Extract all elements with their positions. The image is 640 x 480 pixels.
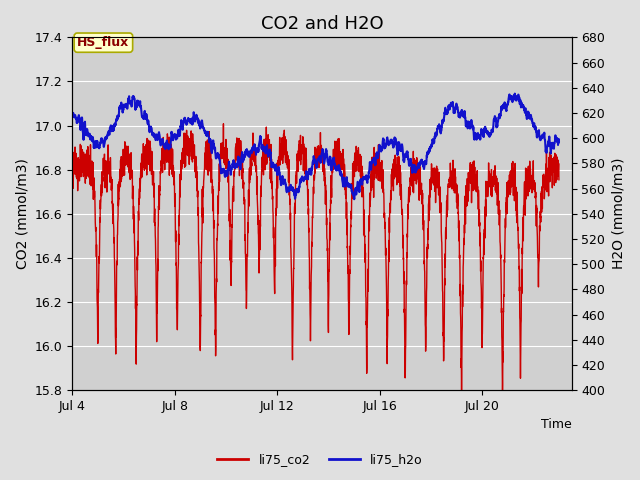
Text: HS_flux: HS_flux: [77, 36, 129, 49]
Y-axis label: H2O (mmol/m3): H2O (mmol/m3): [611, 158, 625, 269]
X-axis label: Time: Time: [541, 419, 572, 432]
Y-axis label: CO2 (mmol/m3): CO2 (mmol/m3): [15, 158, 29, 269]
Title: CO2 and H2O: CO2 and H2O: [260, 15, 383, 33]
Legend: li75_co2, li75_h2o: li75_co2, li75_h2o: [212, 448, 428, 471]
